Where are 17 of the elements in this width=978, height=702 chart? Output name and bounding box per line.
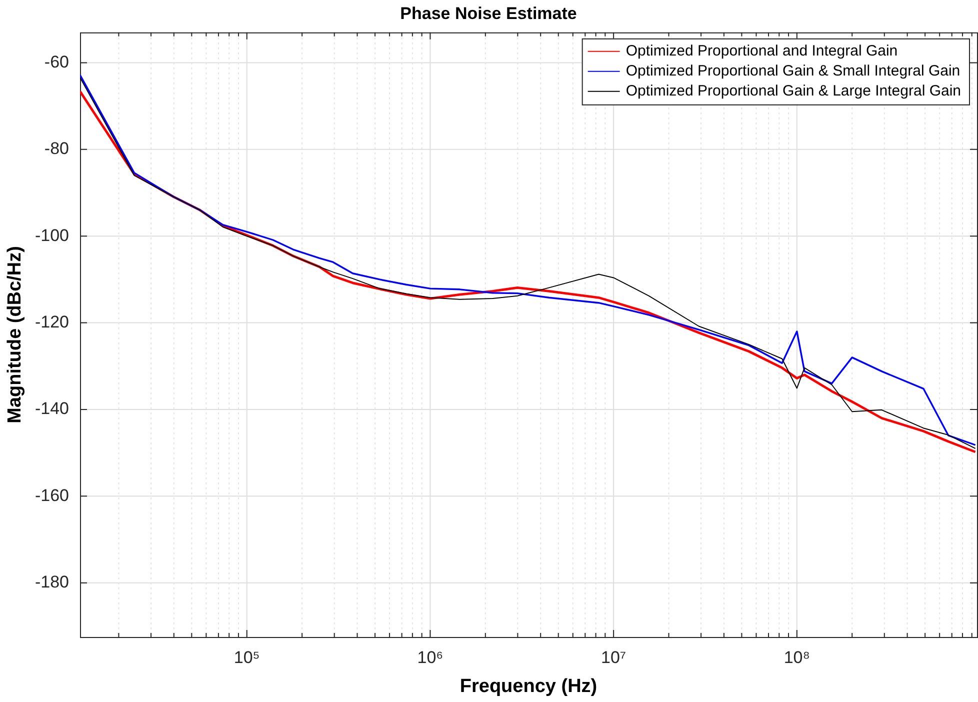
y-tick-label: -140 — [34, 399, 69, 418]
x-tick-label: 10⁷ — [601, 648, 626, 667]
y-tick-label: -60 — [44, 52, 69, 72]
y-tick-label: -160 — [34, 486, 69, 505]
x-tick-label: 10⁶ — [417, 648, 444, 667]
chart-title: Phase Noise Estimate — [400, 4, 577, 23]
y-tick-label: -180 — [34, 572, 69, 592]
x-tick-label: 10⁸ — [784, 648, 810, 667]
x-axis-title: Frequency (Hz) — [460, 676, 598, 697]
y-tick-label: -120 — [34, 312, 69, 332]
x-tick-label: 10⁵ — [234, 648, 260, 667]
y-tick-label: -100 — [34, 226, 69, 245]
y-tick-label: -80 — [44, 139, 69, 158]
legend-label: Optimized Proportional Gain & Large Integral Gain — [626, 82, 962, 100]
legend-label: Optimized Proportional Gain & Small Integral Gain — [626, 62, 960, 80]
y-axis-title: Magnitude (dBc/Hz) — [4, 246, 26, 424]
legend-label: Optimized Proportional and Integral Gain — [626, 42, 898, 60]
